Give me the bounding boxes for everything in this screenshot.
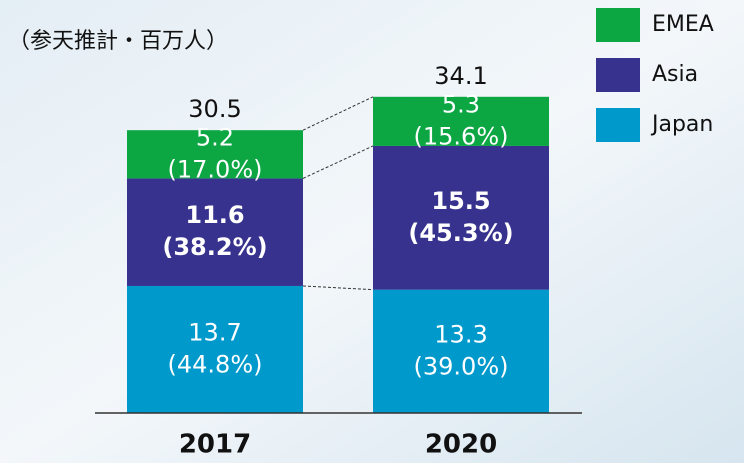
legend-swatch (596, 58, 640, 92)
share-label: (39.0%) (414, 352, 509, 380)
share-label: (17.0%) (168, 155, 263, 183)
legend-swatch (596, 8, 640, 42)
legend-label: Japan (650, 112, 713, 137)
connector (302, 145, 374, 179)
share-label: (45.3%) (408, 219, 513, 247)
value-label: 15.5 (431, 187, 490, 215)
value-label: 11.6 (185, 201, 244, 229)
share-label: (15.6%) (414, 122, 509, 150)
x-tick-label: 2020 (425, 430, 497, 460)
legend-label: Asia (652, 62, 698, 87)
x-tick-label: 2017 (179, 430, 251, 460)
legend-label: EMEA (652, 12, 714, 37)
connector (302, 96, 374, 131)
bar-segment (373, 145, 549, 290)
value-label: 13.3 (434, 320, 487, 348)
value-label: 5.2 (196, 123, 234, 151)
bar-segment (127, 178, 303, 286)
connector (302, 285, 374, 291)
value-label: 13.7 (188, 318, 241, 346)
value-label: 5.3 (442, 90, 480, 118)
share-label: (44.8%) (168, 350, 263, 378)
bar-segment (127, 285, 303, 413)
total-label: 30.5 (188, 95, 241, 123)
bar-segment (373, 289, 549, 413)
share-label: (38.2%) (162, 233, 267, 261)
legend-swatch (596, 108, 640, 142)
total-label: 34.1 (434, 62, 487, 90)
subtitle: （参天推計・百万人） (8, 29, 228, 54)
bar-segment (127, 130, 303, 179)
bar-segment (373, 96, 549, 146)
